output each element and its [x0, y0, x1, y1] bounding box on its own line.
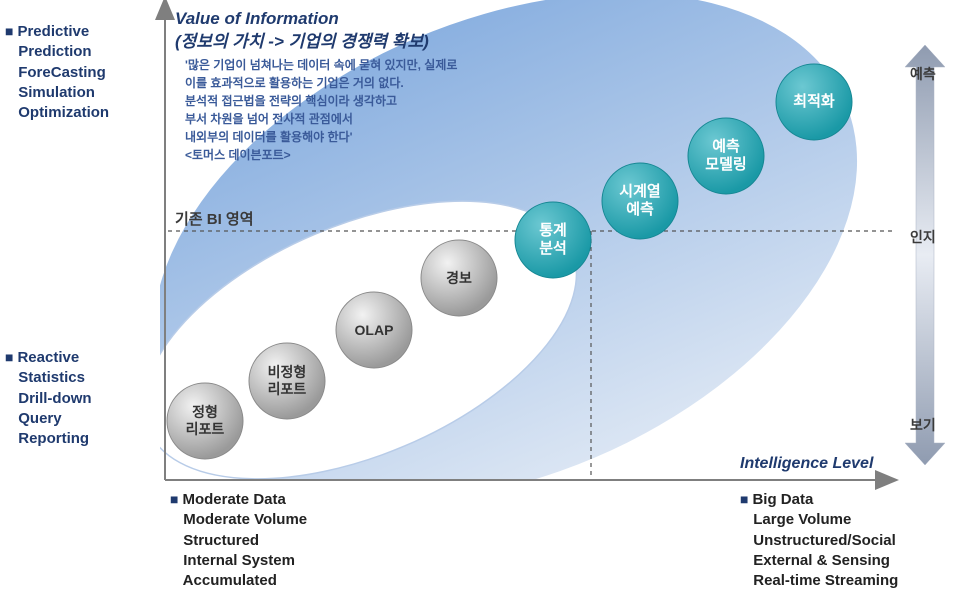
- x-left-line: Moderate Volume: [183, 511, 307, 528]
- node-timeseries-label: 시계열 예측: [602, 163, 678, 239]
- side-arrow-label: 예측: [910, 64, 936, 84]
- y-top-line: Simulation: [18, 84, 95, 101]
- quote-line: 분석적 접근법을 전략의 핵심이라 생각하고: [185, 94, 397, 108]
- quote-line: 내외부의 데이터를 활용해야 한다': [185, 130, 352, 144]
- x-right-line: Real-time Streaming: [753, 572, 898, 589]
- side-arrow-label: 보기: [910, 415, 936, 435]
- bullet-icon: ■: [5, 349, 13, 365]
- x-axis-label: Intelligence Level: [740, 455, 873, 473]
- y-axis-top-block: ■Predictive ■ Prediction ■ ForeCasting ■…: [5, 22, 109, 123]
- node-optimization-label: 최적화: [776, 64, 852, 140]
- x-left-line: Structured: [183, 532, 259, 549]
- quote-line: 이를 효과적으로 활용하는 기업은 거의 없다.: [185, 76, 404, 90]
- quote-line: <토머스 데이븐포트>: [185, 148, 291, 162]
- quote-line: '많은 기업이 넘쳐나는 데이터 속에 묻혀 있지만, 실제로: [185, 58, 457, 72]
- x-right-line: Large Volume: [753, 511, 851, 528]
- y-bottom-line: Query: [18, 410, 61, 427]
- x-left-line: Moderate Data: [182, 491, 285, 508]
- y-axis-bottom-block: ■Reactive ■ Statistics ■ Drill-down ■ Qu…: [5, 348, 92, 449]
- title-block: Value of Information (정보의 가치 -> 기업의 경쟁력 …: [175, 8, 429, 54]
- node-predictive-modeling-label: 예측 모델링: [688, 118, 764, 194]
- bullet-icon: ■: [170, 491, 178, 507]
- y-top-line: Optimization: [18, 104, 109, 121]
- y-bottom-line: Reporting: [18, 430, 89, 447]
- side-arrow-label: 인지: [910, 227, 936, 247]
- x-left-line: Internal System: [183, 552, 295, 569]
- bi-region-label: 기존 BI 영역: [175, 208, 254, 229]
- x-left-block: ■Moderate Data ■ Moderate Volume ■ Struc…: [170, 490, 307, 591]
- y-top-line: Prediction: [18, 43, 91, 60]
- node-stat-analysis-label: 통계 분석: [515, 202, 591, 278]
- bullet-icon: ■: [5, 23, 13, 39]
- node-structured-report-label: 정형 리포트: [167, 383, 243, 459]
- node-alert-label: 경보: [421, 240, 497, 316]
- y-top-line: Predictive: [17, 23, 89, 40]
- x-left-line: Accumulated: [183, 572, 277, 589]
- y-bottom-line: Drill-down: [18, 390, 91, 407]
- side-vertical-arrow: [905, 45, 945, 465]
- x-right-line: Big Data: [752, 491, 813, 508]
- node-olap-label: OLAP: [336, 292, 412, 368]
- x-right-line: Unstructured/Social: [753, 532, 896, 549]
- quote-line: 부서 차원을 넘어 전사적 관점에서: [185, 112, 353, 126]
- node-unstructured-report-label: 비정형 리포트: [249, 343, 325, 419]
- title-line2: (정보의 가치 -> 기업의 경쟁력 확보): [175, 32, 429, 51]
- quote-block: '많은 기업이 넘쳐나는 데이터 속에 묻혀 있지만, 실제로 이를 효과적으로…: [185, 56, 457, 164]
- y-bottom-line: Statistics: [18, 369, 85, 386]
- x-right-block: ■Big Data ■ Large Volume ■ Unstructured/…: [740, 490, 898, 591]
- x-right-line: External & Sensing: [753, 552, 890, 569]
- bullet-icon: ■: [740, 491, 748, 507]
- title-line1: Value of Information: [175, 9, 339, 28]
- y-bottom-line: Reactive: [17, 349, 79, 366]
- y-top-line: ForeCasting: [18, 64, 106, 81]
